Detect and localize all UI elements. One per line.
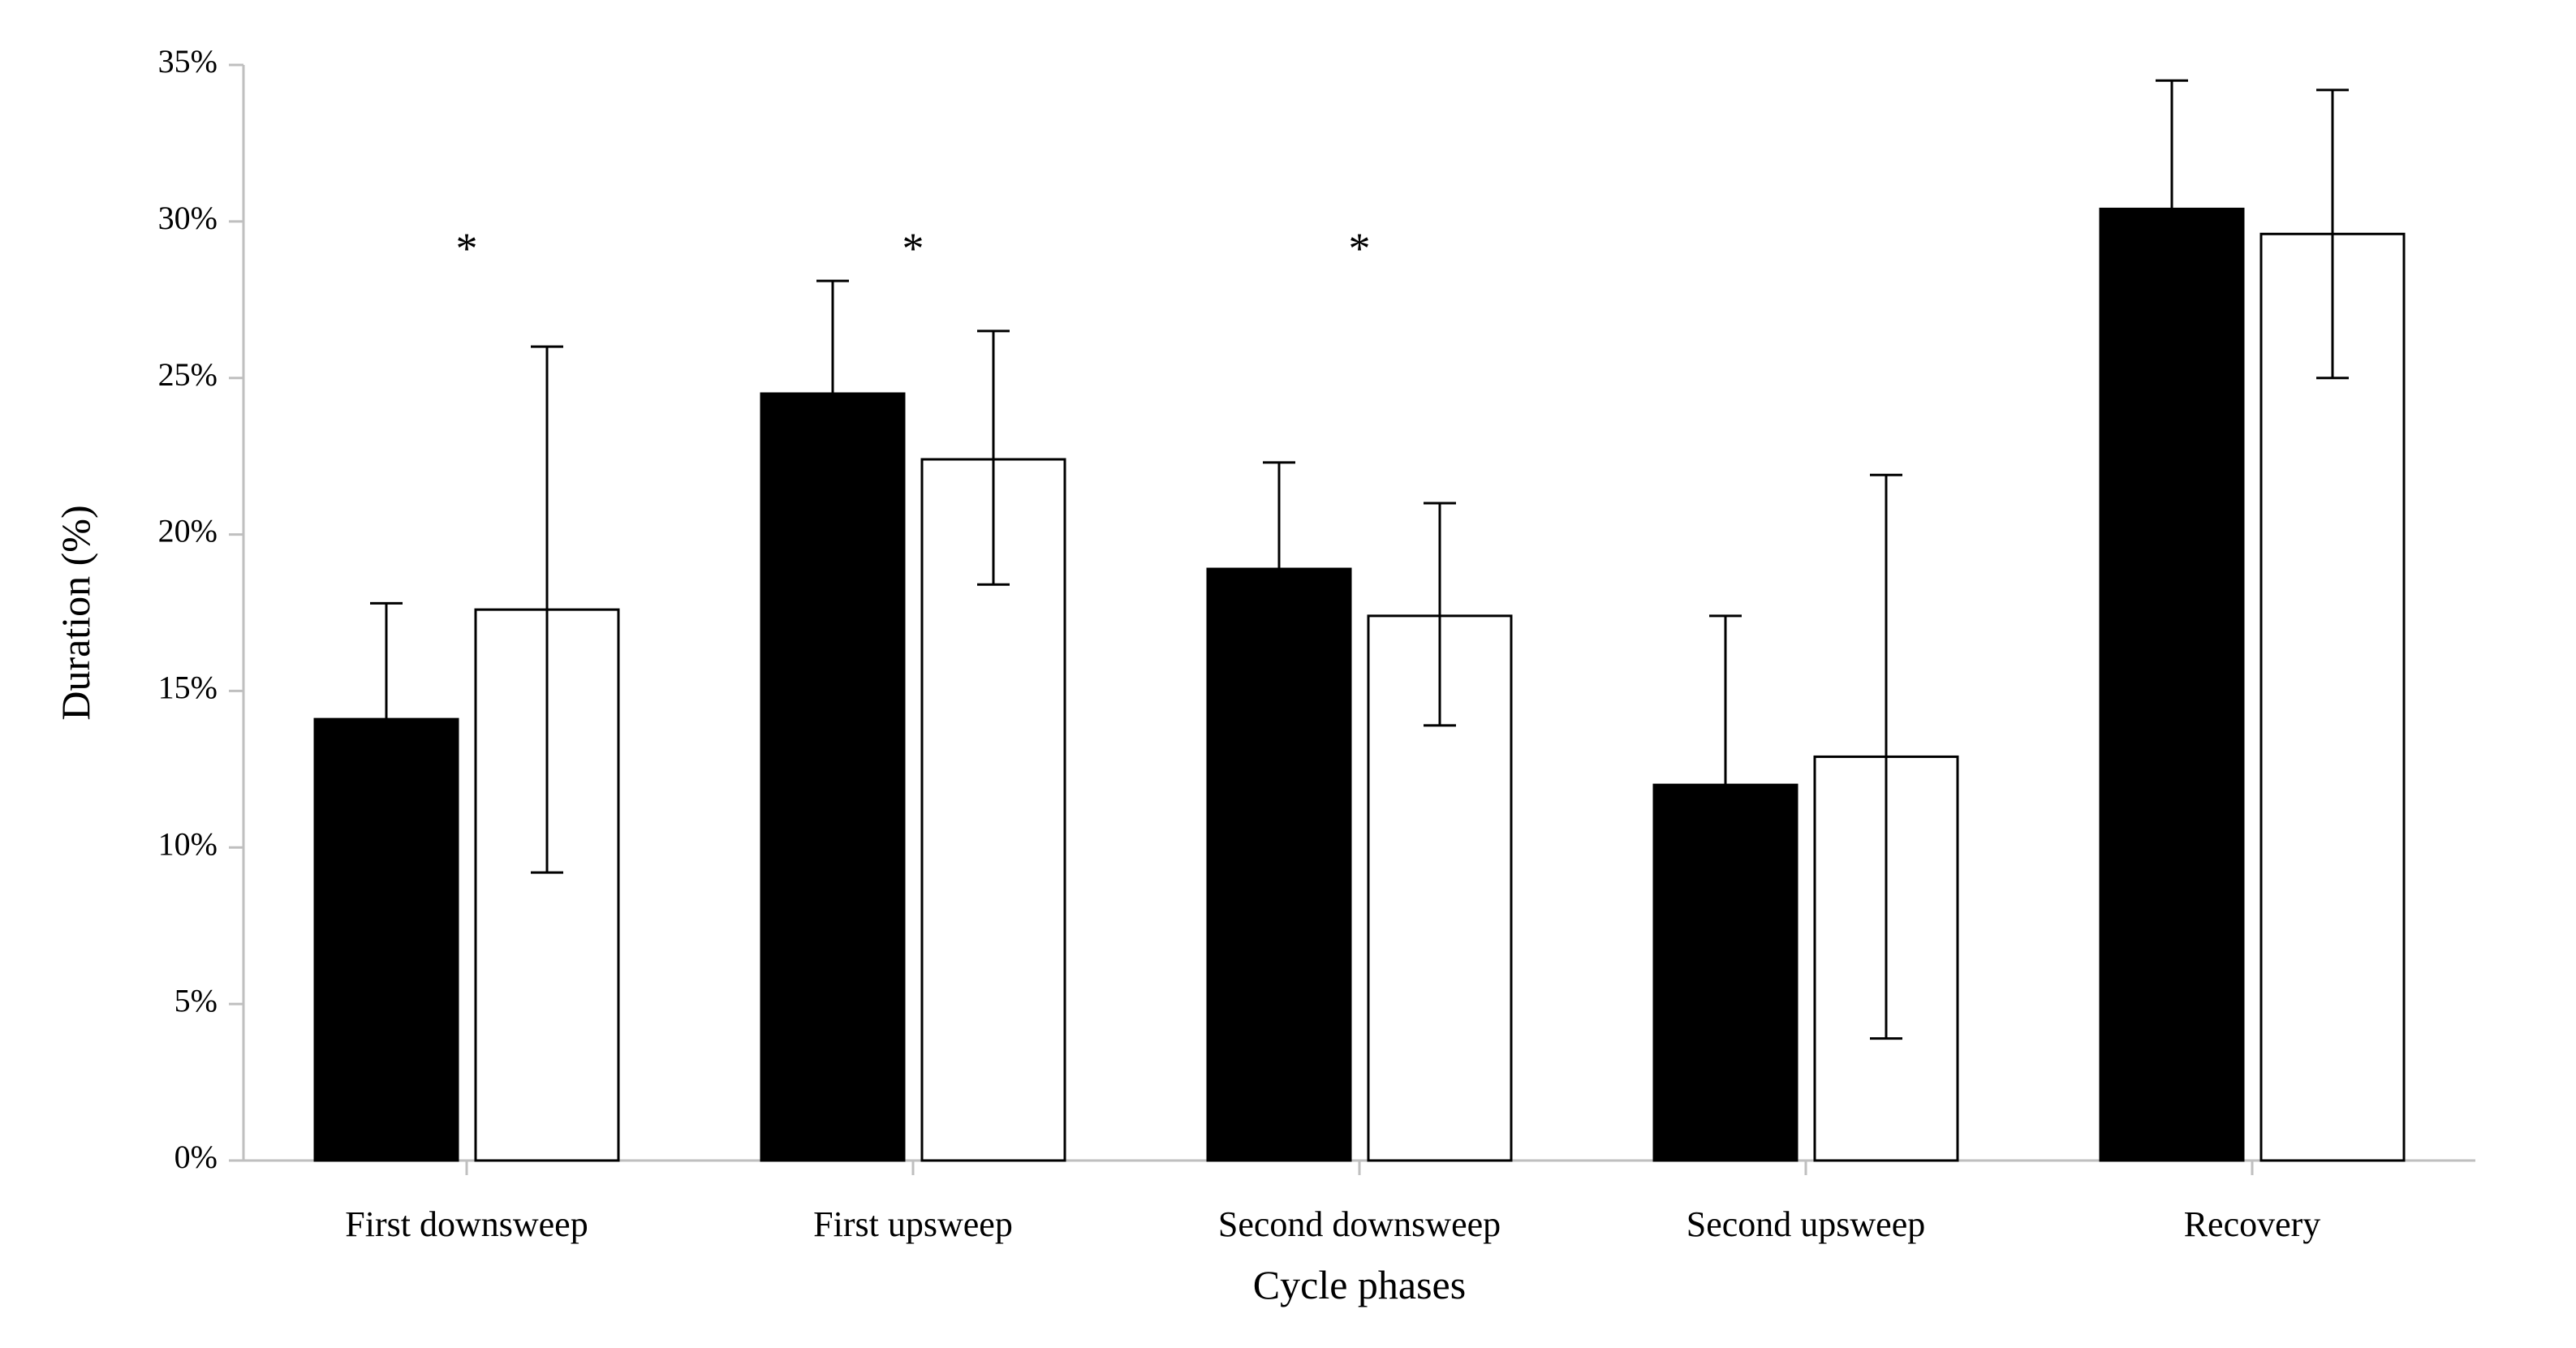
bar bbox=[2100, 209, 2243, 1161]
significance-marker: * bbox=[456, 224, 478, 273]
x-category-label: Recovery bbox=[2184, 1204, 2321, 1244]
y-axis-title: Duration (%) bbox=[53, 505, 98, 720]
y-tick-label: 30% bbox=[158, 200, 218, 236]
y-tick-label: 25% bbox=[158, 356, 218, 393]
chart-svg: 0% 5% 10% 15% 20% 25% 30% 35% First downsweep Fir… bbox=[0, 0, 2576, 1348]
bar-chart: 0% 5% 10% 15% 20% 25% 30% 35% First downsweep Fir… bbox=[0, 0, 2576, 1348]
significance-marker: * bbox=[1349, 224, 1371, 273]
y-tick-label: 15% bbox=[158, 670, 218, 706]
x-category-label: Second downsweep bbox=[1218, 1204, 1501, 1244]
y-tick-label: 10% bbox=[158, 825, 218, 862]
x-axis-title: Cycle phases bbox=[1253, 1262, 1466, 1307]
significance-marker: * bbox=[902, 224, 924, 273]
y-tick-label: 20% bbox=[158, 513, 218, 549]
x-category-label: First downsweep bbox=[345, 1204, 588, 1244]
x-category-label: First upsweep bbox=[813, 1204, 1013, 1244]
x-category-label: Second upsweep bbox=[1686, 1204, 1926, 1244]
y-tick-label: 5% bbox=[174, 982, 218, 1019]
y-tick-label: 35% bbox=[158, 43, 218, 80]
y-tick-label: 0% bbox=[174, 1139, 218, 1175]
bar bbox=[761, 394, 904, 1161]
